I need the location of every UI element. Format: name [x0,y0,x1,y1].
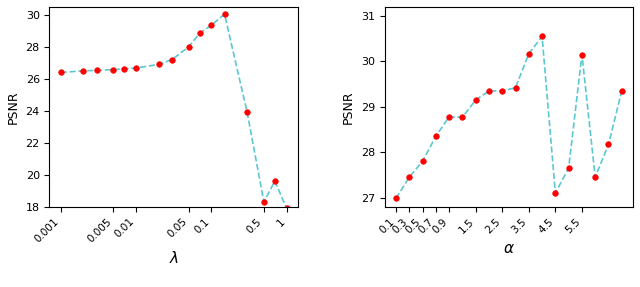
Y-axis label: PSNR: PSNR [342,90,355,124]
X-axis label: $\alpha$: $\alpha$ [503,241,515,256]
Y-axis label: PSNR: PSNR [7,90,20,124]
X-axis label: $\lambda$: $\lambda$ [168,250,179,266]
